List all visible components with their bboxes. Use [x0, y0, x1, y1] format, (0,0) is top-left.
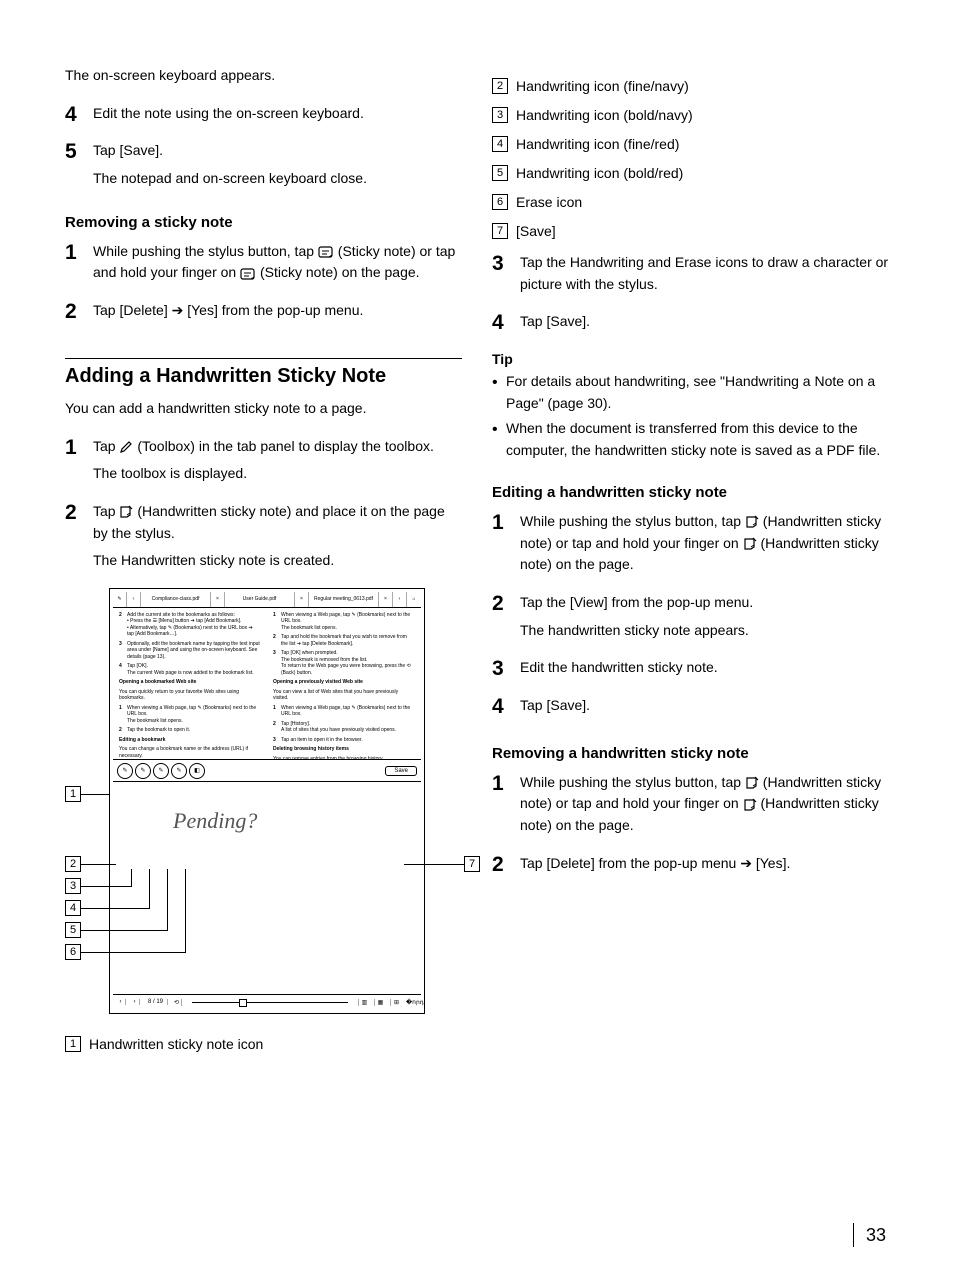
remove2-step-1: 1 While pushing the stylus button, tap (…	[492, 772, 889, 843]
tool-bold-navy-icon: ✎	[135, 763, 151, 779]
callout-3: 3 Handwriting icon (bold/navy)	[492, 107, 889, 123]
section-heading: Adding a Handwritten Sticky Note	[65, 365, 462, 388]
page-slider	[192, 1002, 348, 1003]
page-number: 33	[866, 1225, 886, 1246]
pen-icon: ✎	[113, 592, 127, 607]
callout-5: 5 Handwriting icon (bold/red)	[492, 165, 889, 181]
tool-bold-red-icon: ✎	[171, 763, 187, 779]
figure-callout-3-box: 3	[65, 878, 81, 894]
figure-bottom-bar: ‹ › 8 / 19 ⟲ ▥ ▦ ⊞ �որդ	[113, 994, 421, 1010]
callout-6: 6 Erase icon	[492, 194, 889, 210]
callout-2: 2 Handwriting icon (fine/navy)	[492, 78, 889, 94]
section-rule	[65, 358, 462, 359]
callout-7: 7 [Save]	[492, 223, 889, 239]
right-step-3: 3 Tap the Handwriting and Erase icons to…	[492, 252, 889, 301]
page-columns: The on-screen keyboard appears. 4 Edit t…	[65, 65, 889, 1065]
removing-sticky-heading: Removing a sticky note	[65, 214, 462, 231]
right-step-4: 4 Tap [Save].	[492, 311, 889, 339]
left-column: The on-screen keyboard appears. 4 Edit t…	[65, 65, 462, 1065]
grid-icon: ▦	[374, 999, 386, 1006]
tip-list: For details about handwriting, see "Hand…	[492, 371, 889, 462]
figure-handwriting-scribble: Pending?	[173, 808, 257, 834]
figure-callout-4-box: 4	[65, 900, 81, 916]
step-4: 4 Edit the note using the on-screen keyb…	[65, 103, 462, 131]
add-step-1: 1 Tap (Toolbox) in the tab panel to disp…	[65, 436, 462, 491]
device-frame: ✎ ‹ Compliance-class.pdf × User Guide.pd…	[109, 588, 425, 1014]
figure-doc-body: 2Add the current site to the bookmarks a…	[113, 608, 421, 759]
edit-step-4: 4 Tap [Save].	[492, 695, 889, 723]
pen-icon	[119, 440, 133, 454]
remove-step-1: 1 While pushing the stylus button, tap (…	[65, 241, 462, 290]
remove-step-1-text: While pushing the stylus button, tap (St…	[93, 241, 462, 284]
tool-erase-icon: ◧	[189, 763, 205, 779]
figure: 1 2 3 4 5 6 7 ✎ ‹	[65, 588, 462, 1018]
arrow-icon: ➔	[740, 855, 752, 871]
more-icon: �որդ	[406, 999, 418, 1006]
remove2-step-2: 2 Tap [Delete] from the pop-up menu ➔ [Y…	[492, 853, 889, 881]
edit-step-3: 3 Edit the handwritten sticky note.	[492, 657, 889, 685]
view-icon: ▥	[358, 999, 370, 1006]
handwritten-note-icon	[745, 515, 759, 529]
remove-step-2: 2 Tap [Delete] ➔ [Yes] from the pop-up m…	[65, 300, 462, 328]
right-column: 2 Handwriting icon (fine/navy) 3 Handwri…	[492, 65, 889, 1065]
figure-tab-bar: ✎ ‹ Compliance-class.pdf × User Guide.pd…	[113, 592, 421, 608]
section-intro: You can add a handwritten sticky note to…	[65, 398, 462, 420]
removing2-heading: Removing a handwritten sticky note	[492, 745, 889, 762]
figure-save-button: Save	[385, 766, 417, 776]
sticky-note-icon	[318, 245, 334, 259]
step-5: 5 Tap [Save]. The notepad and on-screen …	[65, 140, 462, 195]
editing-heading: Editing a handwritten sticky note	[492, 484, 889, 501]
callout-4: 4 Handwriting icon (fine/red)	[492, 136, 889, 152]
close-icon: ×	[211, 592, 225, 607]
home-icon: ⌂	[407, 592, 421, 607]
figure-toolbox: ✎ ✎ ✎ ✎ ◧ Save	[113, 759, 421, 781]
figure-callout-1-box: 1	[65, 786, 81, 802]
thumbs-icon: ⊞	[390, 999, 402, 1006]
tool-fine-navy-icon: ✎	[117, 763, 133, 779]
callout-1: 1 Handwritten sticky note icon	[65, 1036, 462, 1052]
add-step-2: 2 Tap (Handwritten sticky note) and plac…	[65, 501, 462, 578]
tool-fine-red-icon: ✎	[153, 763, 169, 779]
figure-handwriting-area: Pending?	[113, 781, 421, 994]
handwritten-note-icon	[745, 776, 759, 790]
tip-heading: Tip	[492, 351, 889, 367]
prev-page-icon: ‹	[116, 999, 126, 1005]
figure-callout-5-box: 5	[65, 922, 81, 938]
close-icon: ×	[379, 592, 393, 607]
next-page-icon: ›	[130, 999, 140, 1005]
close-icon: ×	[295, 592, 309, 607]
edit-step-1: 1 While pushing the stylus button, tap (…	[492, 511, 889, 582]
pre-step-text: The on-screen keyboard appears.	[65, 65, 462, 87]
handwritten-note-icon	[743, 537, 757, 551]
arrow-icon: ➔	[172, 302, 184, 318]
handwritten-note-icon	[119, 505, 133, 519]
handwritten-note-icon	[743, 798, 757, 812]
sticky-note-icon	[240, 267, 256, 281]
forward-icon: ›	[393, 592, 407, 607]
back-icon: ‹	[127, 592, 141, 607]
figure-callout-6-box: 6	[65, 944, 81, 960]
figure-callout-2-box: 2	[65, 856, 81, 872]
edit-step-2: 2 Tap the [View] from the pop-up menu. T…	[492, 592, 889, 647]
figure-callout-7-box: 7	[464, 856, 480, 872]
